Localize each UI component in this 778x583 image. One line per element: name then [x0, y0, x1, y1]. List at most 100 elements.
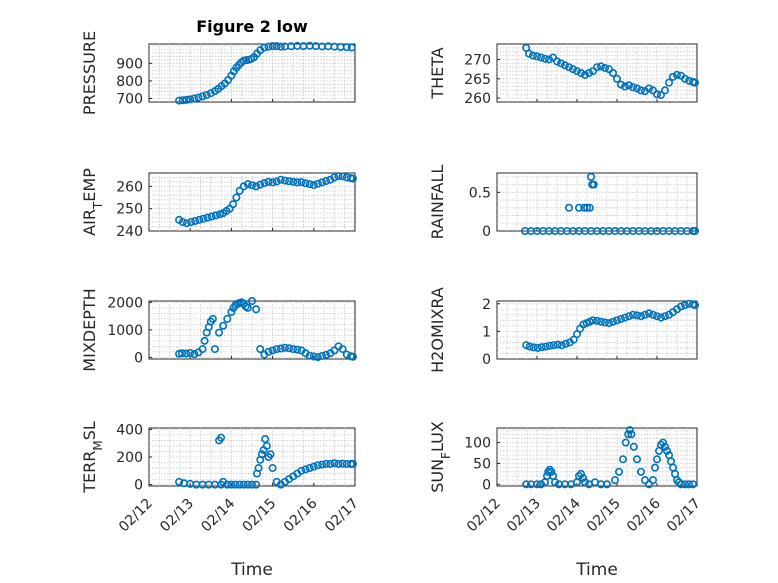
data-point: [536, 53, 545, 62]
data-point: [289, 177, 298, 186]
data-point: [596, 62, 605, 71]
data-point: [219, 321, 228, 330]
data-point: [190, 350, 199, 359]
data-point: [576, 69, 585, 78]
subplot-7: 0 200 400 02/12 02/13 02/14 02/15 02/16 02/17 TER…: [80, 421, 362, 580]
data-point: [248, 480, 257, 489]
data-point: [256, 180, 265, 189]
data-point: [272, 177, 281, 186]
data-point: [182, 349, 191, 358]
data-point: [243, 480, 252, 489]
data-point: [537, 343, 546, 352]
data-point: [574, 203, 583, 212]
data-point: [198, 345, 207, 354]
data-point: [621, 438, 630, 447]
x-axis-label: Time: [575, 560, 618, 580]
data-point: [672, 476, 681, 485]
data-point: [268, 178, 277, 187]
data-point: [680, 74, 689, 83]
data-point: [334, 172, 343, 181]
x-axis-label: Time: [230, 560, 273, 580]
data-point: [528, 51, 537, 60]
data-point: [254, 464, 263, 473]
data-point: [309, 352, 318, 361]
y-tick-label: 900: [116, 56, 143, 72]
data-point: [322, 350, 331, 359]
x-tick-label: 02/13: [157, 496, 197, 536]
data-point: [584, 69, 593, 78]
data-point: [285, 344, 294, 353]
data-point: [305, 351, 314, 360]
data-point: [309, 462, 318, 471]
y-tick-label: 1: [482, 324, 491, 340]
data-point: [640, 310, 649, 319]
data-point: [592, 63, 601, 72]
data-point: [276, 42, 285, 51]
data-point: [260, 179, 269, 188]
data-point: [231, 480, 240, 489]
data-point: [338, 172, 347, 181]
data-point: [589, 180, 598, 189]
data-point: [243, 303, 252, 312]
data-point: [268, 464, 277, 473]
data-point: [182, 95, 191, 104]
data-point: [318, 178, 327, 187]
data-point: [602, 480, 611, 489]
data-point: [177, 349, 186, 358]
data-point: [276, 344, 285, 353]
data-point: [227, 480, 236, 489]
data-point: [547, 467, 556, 476]
data-point: [211, 211, 220, 220]
data-point: [640, 476, 649, 485]
data-point: [272, 42, 281, 51]
data-point: [628, 83, 637, 92]
data-point: [252, 480, 261, 489]
data-point: [586, 172, 595, 181]
data-point: [564, 203, 573, 212]
x-tick-label: 02/12: [116, 496, 156, 536]
data-point: [178, 96, 187, 105]
data-point: [561, 339, 570, 348]
data-point: [560, 61, 569, 70]
data-point: [190, 94, 199, 103]
x-tick-label: 02/16: [281, 495, 321, 535]
data-point: [207, 212, 216, 221]
data-point: [600, 318, 609, 327]
data-point: [644, 480, 653, 489]
data-point: [582, 203, 591, 212]
data-point: [322, 177, 331, 186]
x-tick-label: 02/12: [464, 496, 504, 536]
data-point: [672, 70, 681, 79]
subplot-6: 0 1 2 H2OMIXRA: [428, 287, 699, 373]
data-point: [198, 92, 207, 101]
subplot-5: 0 1000 2000 MIXDEPTH: [80, 288, 357, 372]
data-point: [348, 459, 357, 468]
data-point: [578, 474, 587, 483]
data-point: [348, 352, 357, 361]
data-point: [557, 341, 566, 350]
data-point: [644, 309, 653, 318]
data-point: [612, 316, 621, 325]
data-point: [549, 341, 558, 350]
data-point: [656, 91, 665, 100]
data-point: [232, 193, 241, 202]
data-point: [313, 179, 322, 188]
data-point: [195, 215, 204, 224]
data-point: [664, 78, 673, 87]
y-tick-label: 700: [116, 91, 143, 107]
y-tick-label: 0: [482, 477, 491, 493]
data-point: [252, 182, 261, 191]
data-point: [338, 345, 347, 354]
y-axis-label: H2OMIXRA: [428, 287, 447, 373]
data-point: [532, 480, 541, 489]
data-point: [200, 336, 209, 345]
data-point: [264, 347, 273, 356]
data-point: [208, 314, 217, 323]
data-point: [644, 84, 653, 93]
data-point: [330, 459, 339, 468]
y-tick-label: 240: [116, 224, 143, 240]
data-point: [293, 345, 302, 354]
data-point: [529, 343, 538, 352]
data-point: [525, 342, 534, 351]
data-point: [592, 316, 601, 325]
